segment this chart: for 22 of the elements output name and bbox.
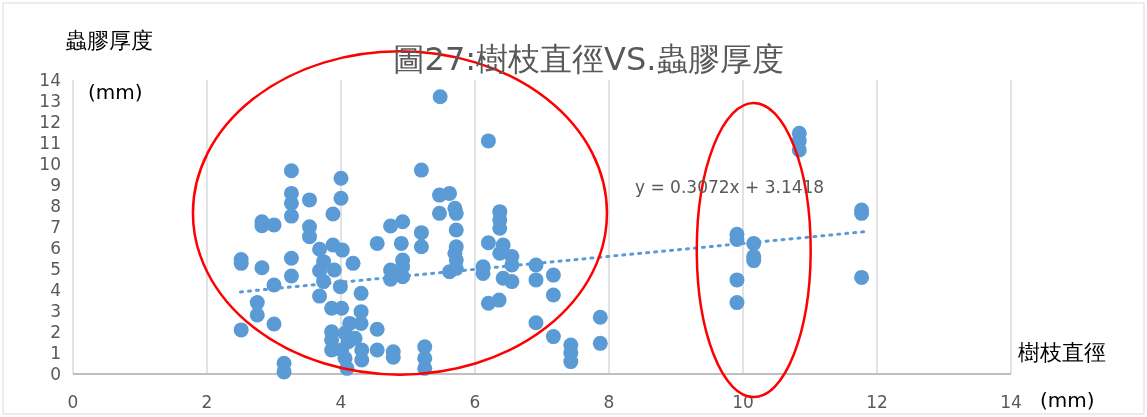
y-tick-label: 2 — [50, 322, 61, 342]
x-tick-label: 0 — [67, 392, 79, 412]
y-tick-label: 6 — [50, 238, 61, 258]
y-tick-label: 10 — [39, 154, 61, 174]
x-tick-label: 12 — [866, 392, 888, 412]
y-tick-label: 8 — [50, 196, 61, 216]
text: 蟲膠厚度 (mm) — [65, 28, 153, 104]
y-tick-label: 11 — [39, 133, 61, 153]
x-tick-label: 4 — [335, 392, 347, 412]
y-tick-label: 7 — [50, 217, 61, 237]
y-tick-label: 12 — [39, 112, 61, 132]
x-tick-label: 6 — [469, 392, 481, 412]
y-tick-label: 4 — [50, 280, 61, 300]
y-tick-label: 0 — [50, 364, 61, 384]
y-tick-label: 5 — [50, 259, 61, 279]
y-tick-label: 9 — [50, 175, 61, 195]
y-tick-label: 13 — [39, 91, 61, 111]
y-tick-label: 1 — [50, 343, 61, 363]
y-tick-label: 3 — [50, 301, 61, 321]
y-tick-label: 14 — [39, 70, 61, 90]
x-tick-label: 8 — [603, 392, 615, 412]
x-tick-label: 2 — [201, 392, 213, 412]
